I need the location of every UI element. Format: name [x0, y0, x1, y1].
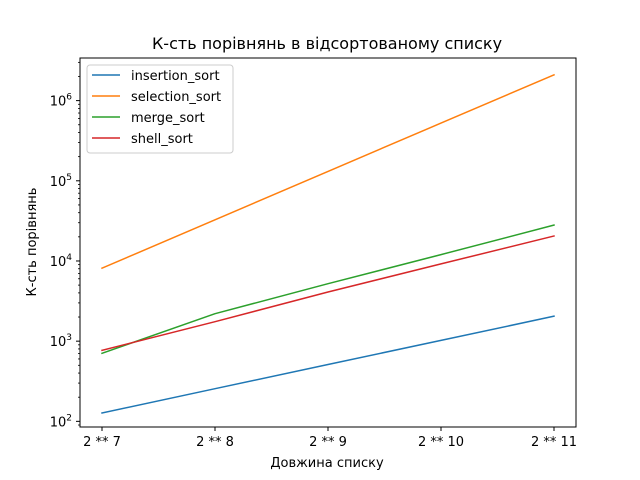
- legend-label: merge_sort: [131, 111, 205, 126]
- x-tick-label: 2 ** 10: [418, 435, 464, 450]
- y-axis: 102 103 104 105 106: [50, 61, 80, 430]
- series-line-merge-sort: [101, 224, 555, 355]
- series-line-shell-sort: [101, 235, 555, 352]
- series-line-insertion-sort: [101, 315, 555, 414]
- x-tick-label: 2 ** 8: [196, 435, 234, 450]
- legend-label: selection_sort: [131, 90, 221, 105]
- x-tick-label: 2 ** 11: [531, 435, 577, 450]
- y-tick-label: 106: [50, 93, 73, 110]
- series-line-selection-sort: [101, 73, 555, 270]
- legend-label: shell_sort: [131, 132, 193, 147]
- x-tick-label: 2 ** 7: [83, 435, 121, 450]
- y-tick-label: 105: [50, 173, 72, 190]
- legend: insertion_sort selection_sort merge_sortsh…: [86, 64, 234, 154]
- x-axis: 2 ** 7 2 ** 8 2 ** 9 2 ** 10 2 ** 11: [83, 427, 577, 450]
- y-tick-label: 103: [50, 333, 72, 350]
- chart-title: К-сть порівнянь в відсортованому списку: [152, 34, 502, 53]
- y-axis-label: К-сть порівнянь: [25, 188, 40, 297]
- y-tick-label: 104: [50, 253, 73, 270]
- legend-box: [86, 64, 234, 154]
- x-tick-label: 2 ** 9: [309, 435, 347, 450]
- legend-label: insertion_sort: [131, 69, 220, 84]
- y-tick-label: 102: [50, 413, 72, 430]
- x-axis-label: Довжина списку: [270, 456, 384, 471]
- series-lines: [101, 73, 555, 414]
